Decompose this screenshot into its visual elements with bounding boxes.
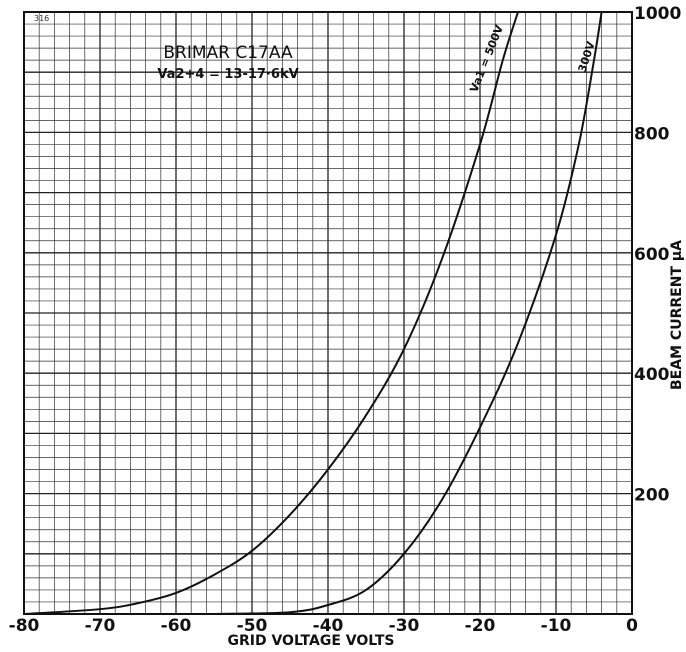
x-tick-label: -70 [85, 616, 116, 636]
chart-tick-labels: -80 -70 -60 -50 -40 -30 -20 -10 0 200 400 600 800 100… [9, 4, 682, 636]
x-tick-label: -80 [9, 616, 40, 636]
y-tick-label: 600 [634, 245, 670, 265]
x-tick-label: -10 [541, 616, 572, 636]
y-tick-label: 800 [634, 124, 670, 144]
chart-title: BRIMAR C17AA [163, 43, 293, 63]
y-axis-label: BEAM CURRENT μA [669, 240, 685, 390]
y-tick-label: 1000 [634, 4, 681, 24]
series-label-500v: Va1 = 500V [467, 23, 506, 94]
x-tick-label: -30 [389, 616, 420, 636]
series-line-300v [213, 11, 603, 615]
x-tick-label: -20 [465, 616, 496, 636]
chart-grid [23, 11, 633, 615]
x-tick-label: -40 [313, 616, 344, 636]
y-tick-label: 400 [634, 365, 670, 385]
plot-frame [23, 11, 633, 615]
x-tick-label: -60 [161, 616, 192, 636]
chart-series [23, 11, 603, 615]
chart-corner-label: 316 [34, 14, 49, 23]
y-tick-label: 200 [634, 486, 670, 506]
x-tick-label: -50 [237, 616, 268, 636]
series-line-500v [23, 11, 519, 615]
x-axis-label: GRID VOLTAGE VOLTS [227, 633, 394, 649]
chart-subtitle: Va2+4 = 13-17·6kV [157, 67, 298, 82]
x-tick-label: 0 [626, 616, 638, 636]
